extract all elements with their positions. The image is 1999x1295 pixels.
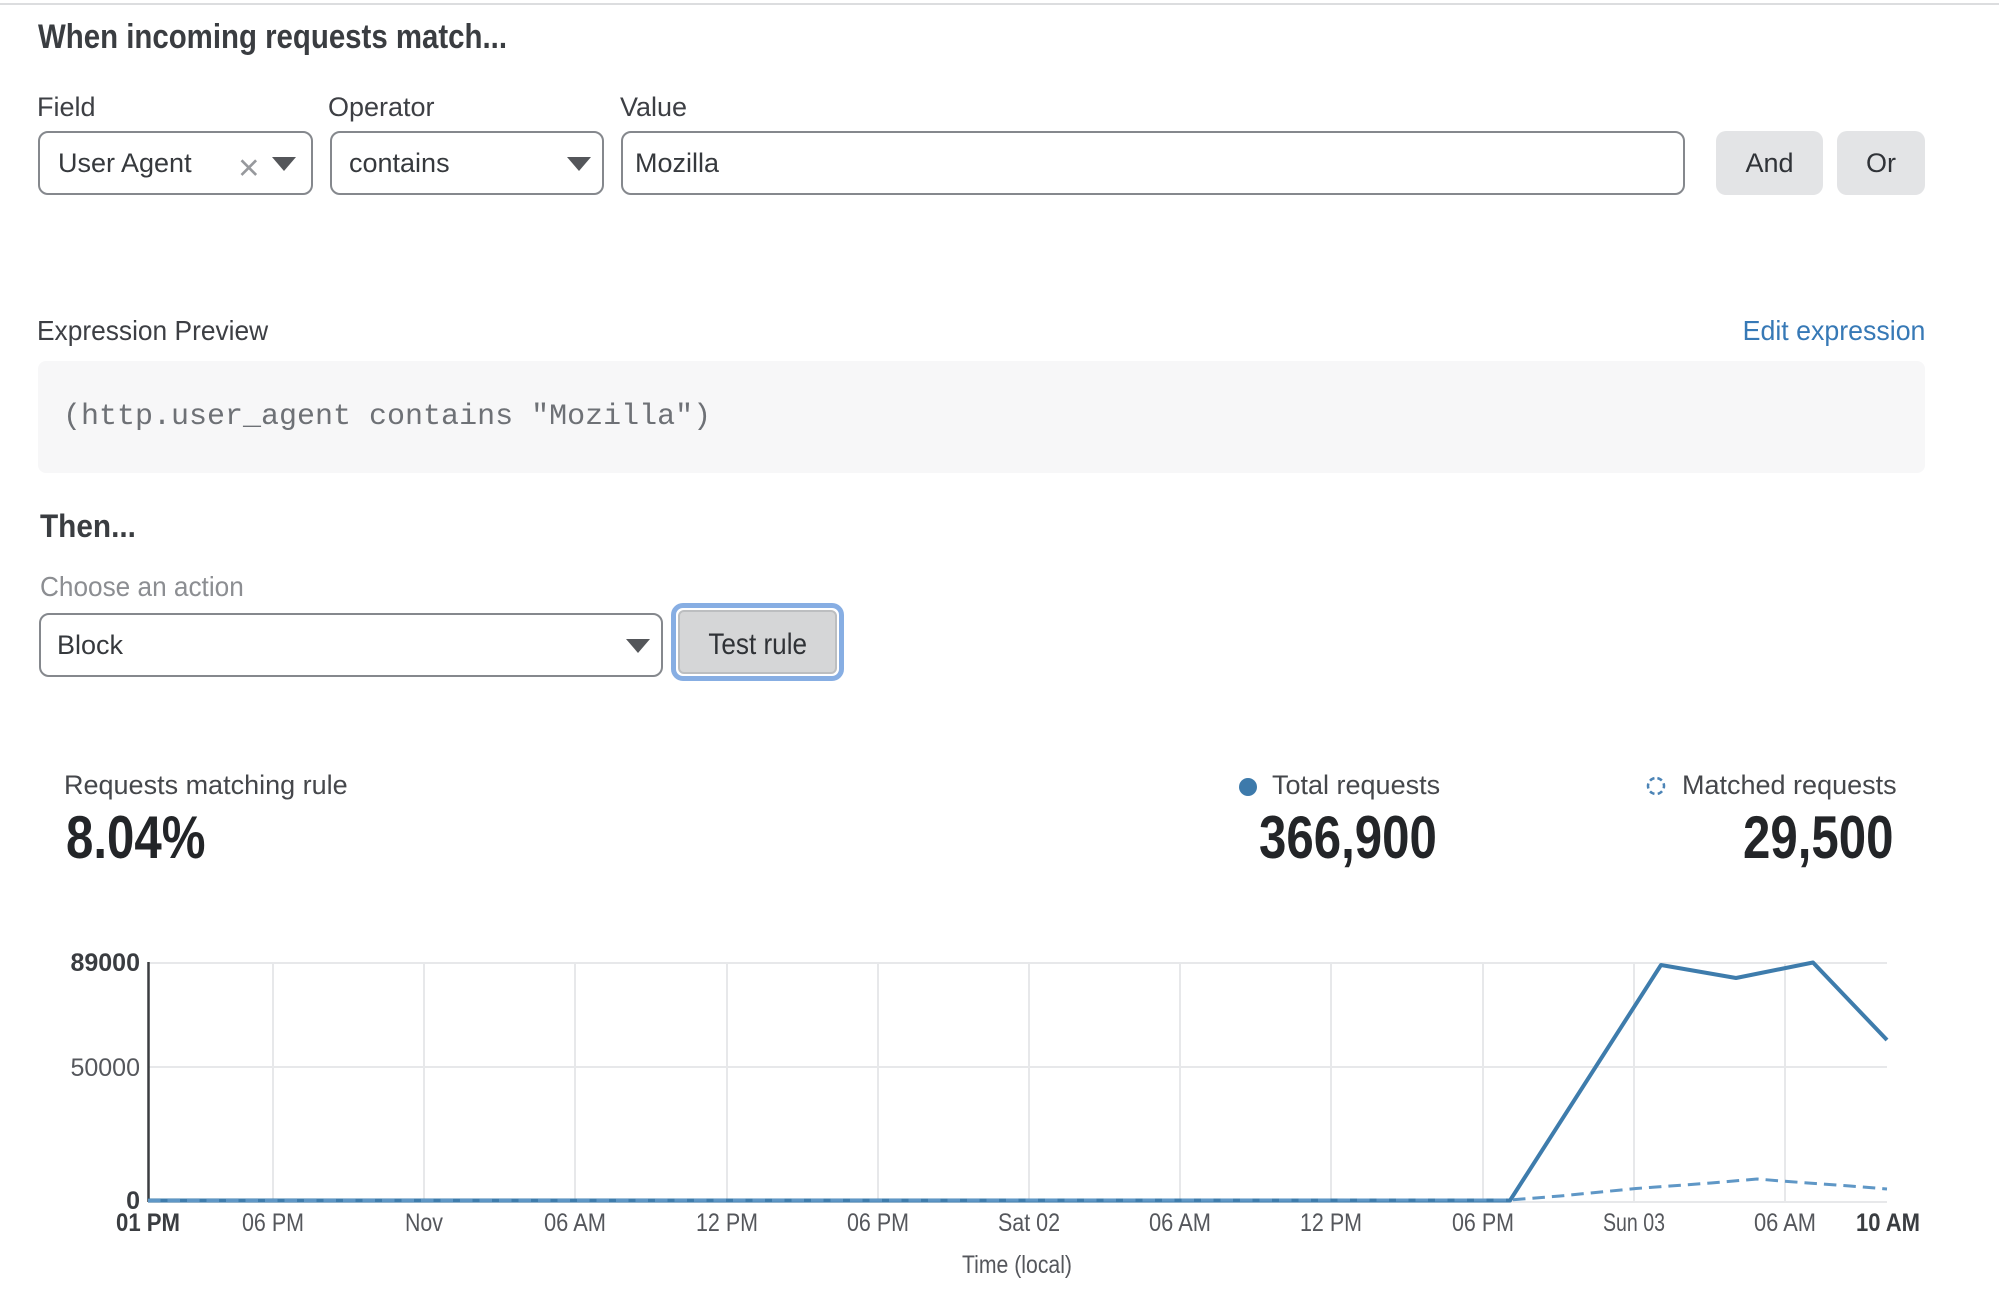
svg-text:06 AM: 06 AM — [1149, 1209, 1211, 1237]
svg-text:06 PM: 06 PM — [242, 1209, 304, 1237]
svg-text:50000: 50000 — [70, 1054, 140, 1082]
svg-text:Sat 02: Sat 02 — [998, 1209, 1060, 1237]
svg-text:06 PM: 06 PM — [1452, 1209, 1514, 1237]
svg-text:12 PM: 12 PM — [1300, 1209, 1362, 1237]
svg-text:06 AM: 06 AM — [1754, 1209, 1816, 1237]
svg-text:10 AM: 10 AM — [1856, 1209, 1920, 1237]
svg-text:01 PM: 01 PM — [116, 1209, 180, 1237]
svg-text:0: 0 — [126, 1187, 140, 1215]
svg-text:06 AM: 06 AM — [544, 1209, 606, 1237]
svg-text:12 PM: 12 PM — [696, 1209, 758, 1237]
svg-text:Sun 03: Sun 03 — [1603, 1209, 1665, 1237]
svg-text:Time (local): Time (local) — [962, 1251, 1072, 1279]
svg-text:06 PM: 06 PM — [847, 1209, 909, 1237]
svg-text:89000: 89000 — [70, 949, 140, 977]
svg-text:Nov: Nov — [405, 1209, 443, 1237]
